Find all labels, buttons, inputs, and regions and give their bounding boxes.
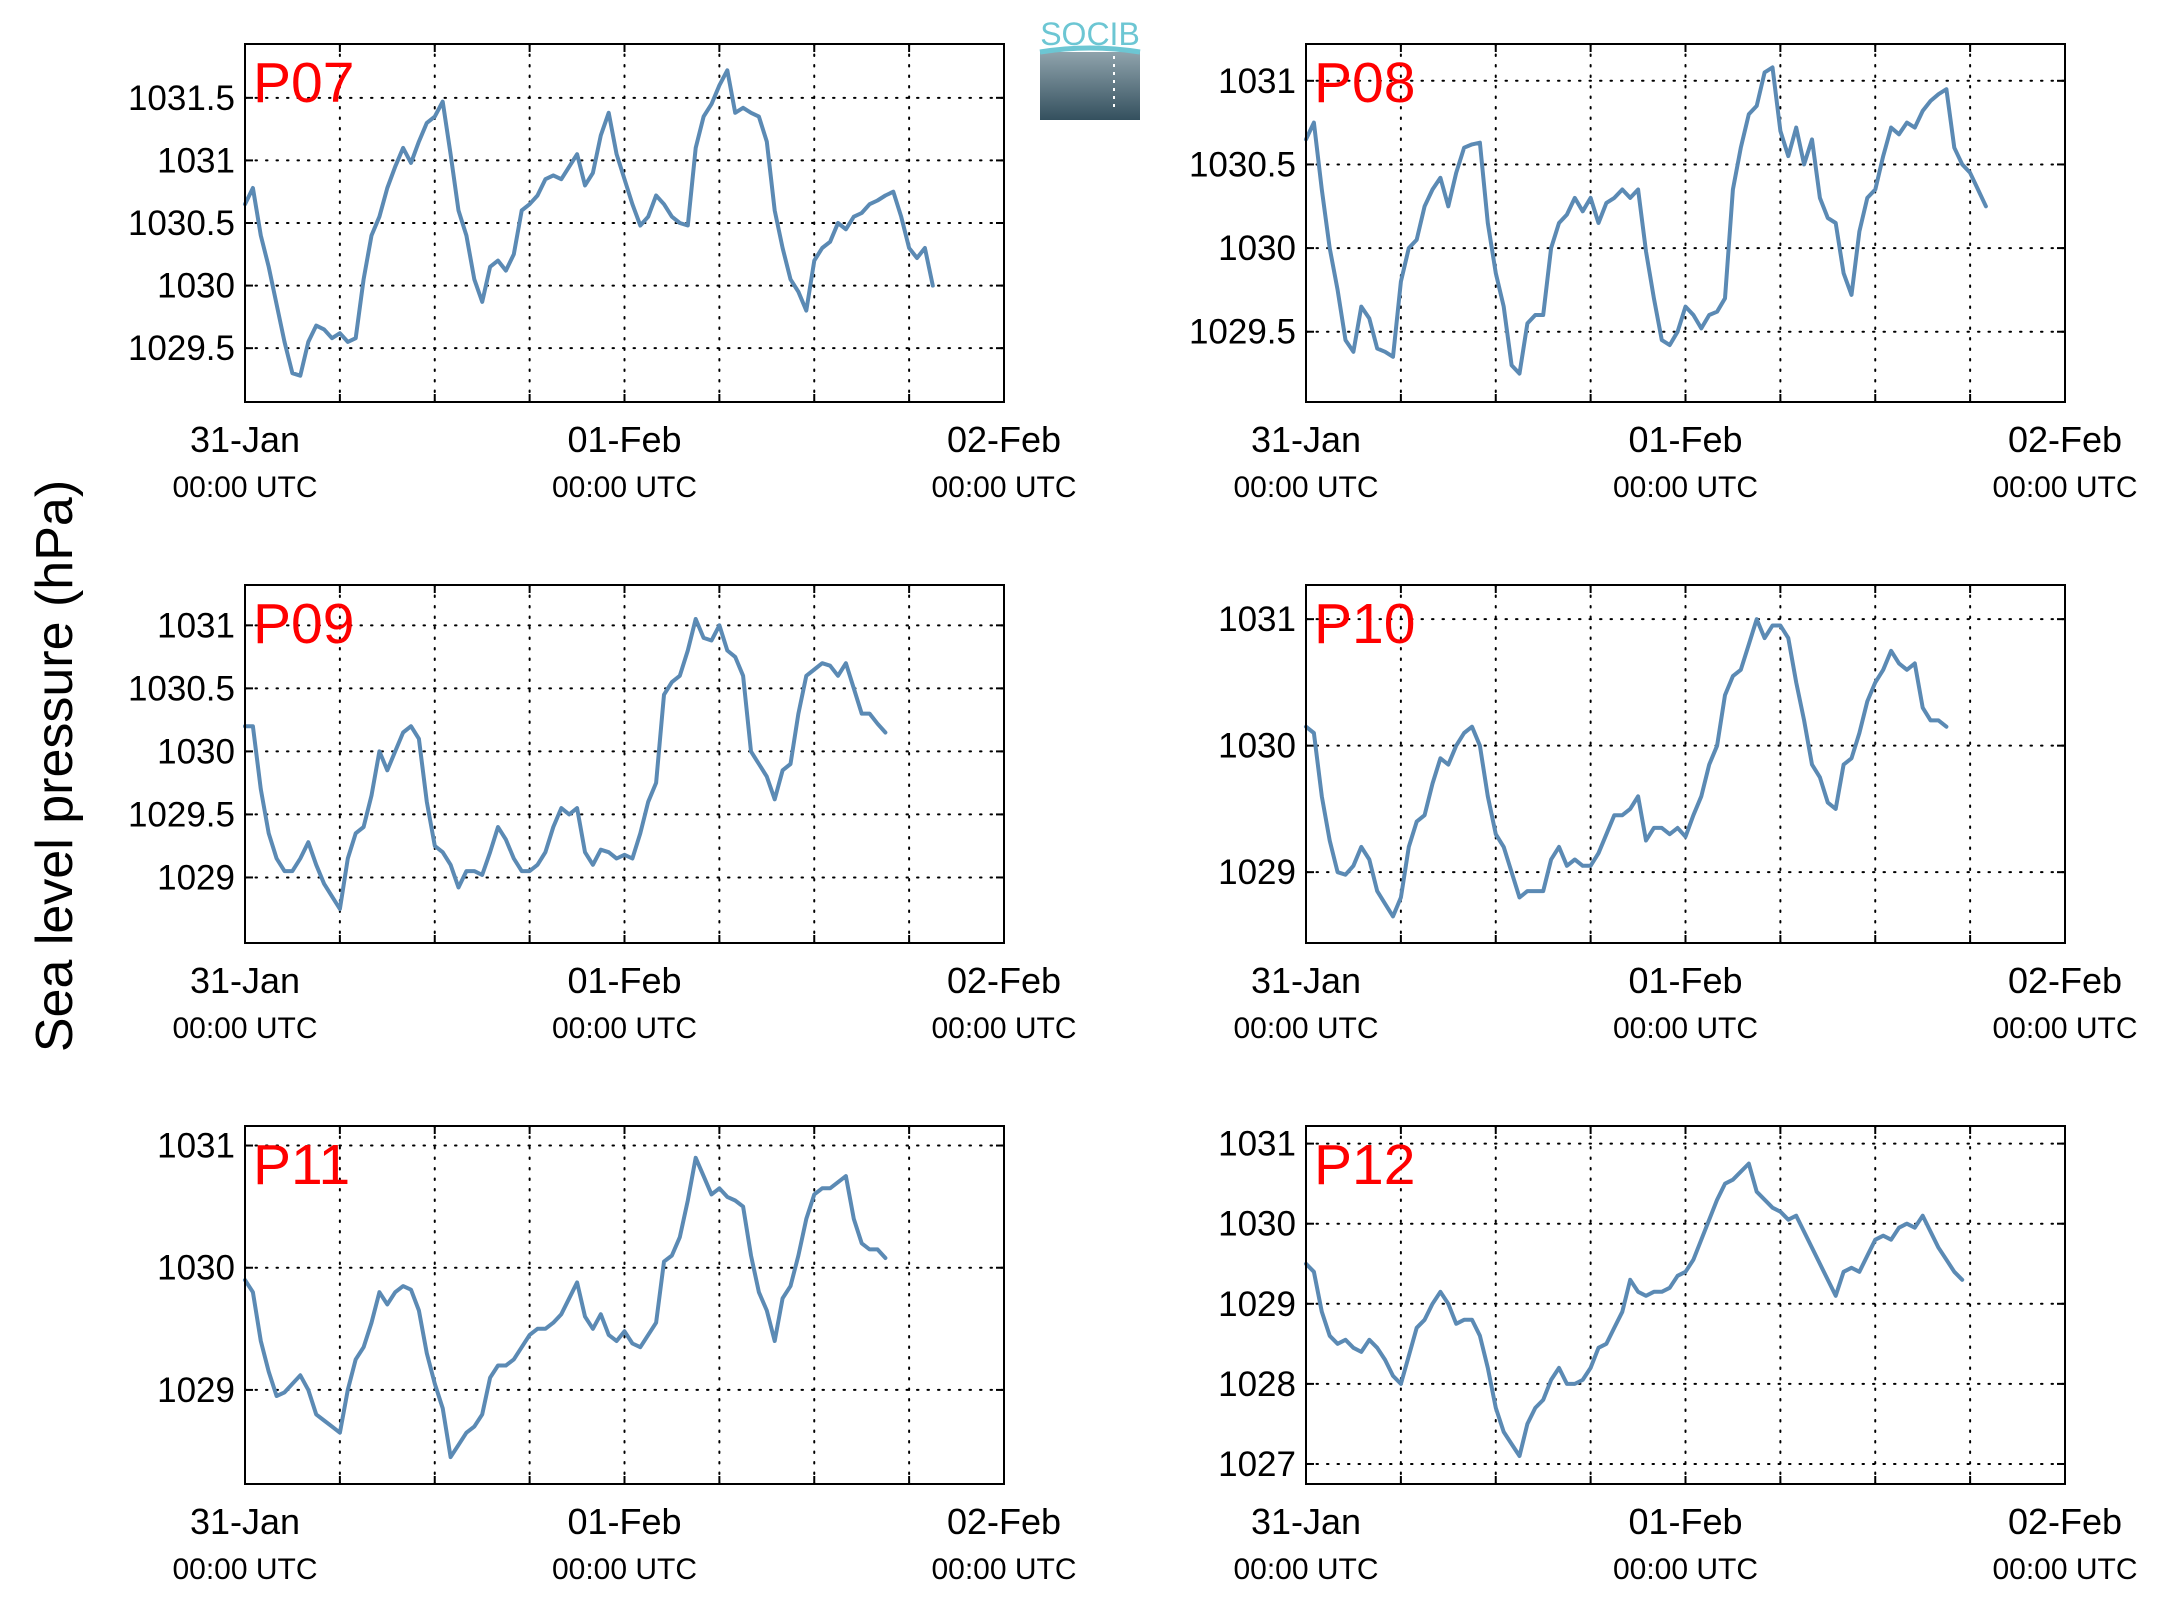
y-axis-label: Sea level pressure (hPa) [26, 480, 84, 1052]
y-tick-label: 1030 [1218, 1205, 1296, 1244]
x-tick-label-date: 31-Jan [190, 1501, 300, 1542]
panel-p08: 1029.5 1030 1030.5 1031 31-Jan 00:00 UTC 01-Fe… [1189, 43, 2138, 504]
x-tick-label-time: 00:00 UTC [1992, 471, 2137, 504]
y-tick-label: 1031 [157, 141, 235, 180]
x-tick-label-time: 00:00 UTC [931, 1553, 1076, 1586]
x-tick-label-date: 01-Feb [567, 419, 681, 460]
y-tick-label: 1031 [1218, 1125, 1296, 1164]
x-tick-label-time: 00:00 UTC [1233, 1553, 1378, 1586]
panel-title: P10 [1314, 592, 1415, 656]
panel-p07: 1029.5 1030 1030.5 1031 1031.5 31-Jan 00:00 UT… [128, 43, 1077, 504]
panel-title: P09 [253, 592, 354, 656]
y-tick-label: 1030 [1218, 229, 1296, 268]
logo-wave-icon [1039, 45, 1141, 55]
panel-p12: 1027 1028 1029 1030 1031 31-Jan 00:00 UTC 01-Fe… [1218, 1125, 2137, 1586]
y-tick-label: 1029.5 [128, 329, 235, 368]
y-tick-label: 1029 [1218, 1285, 1296, 1324]
x-tick-label-time: 00:00 UTC [552, 1012, 697, 1045]
x-tick-label-date: 31-Jan [1251, 419, 1361, 460]
x-tick-label-time: 00:00 UTC [1613, 1553, 1758, 1586]
panel-title: P08 [1314, 51, 1415, 115]
x-tick-label-date: 02-Feb [947, 960, 1061, 1001]
panel-title: P07 [253, 51, 354, 115]
x-tick-label-date: 01-Feb [567, 1501, 681, 1542]
x-tick-label-date: 31-Jan [190, 419, 300, 460]
x-tick-label-date: 01-Feb [1628, 419, 1742, 460]
x-tick-label-time: 00:00 UTC [172, 471, 317, 504]
y-tick-label: 1031 [1218, 600, 1296, 639]
y-tick-label: 1027 [1218, 1445, 1296, 1484]
series-line-p10 [1304, 617, 1949, 919]
series-line-p07 [243, 68, 935, 378]
x-tick-label-time: 00:00 UTC [172, 1012, 317, 1045]
x-tick-label-time: 00:00 UTC [1233, 471, 1378, 504]
axes-frame [1305, 43, 2066, 403]
y-tick-label: 1029.5 [128, 795, 235, 834]
x-tick-label-time: 00:00 UTC [1992, 1553, 2137, 1586]
panel-p10: 1029 1030 1031 31-Jan 00:00 UTC 01-Feb 00:00 U… [1218, 584, 2138, 1045]
panel-p09: 1029 1029.5 1030 1030.5 1031 31-Jan 00:00 UTC 0… [128, 584, 1077, 1045]
series-line-p09 [243, 617, 888, 911]
x-tick-label-time: 00:00 UTC [1613, 1012, 1758, 1045]
x-tick-label-date: 02-Feb [2008, 1501, 2122, 1542]
panel-p11: 1029 1030 1031 31-Jan 00:00 UTC 01-Feb 00:00 U… [157, 1125, 1077, 1586]
y-tick-label: 1030 [157, 732, 235, 771]
panel-title: P11 [253, 1133, 350, 1197]
x-tick-label-date: 01-Feb [1628, 1501, 1742, 1542]
x-tick-label-time: 00:00 UTC [931, 1012, 1076, 1045]
y-tick-label: 1031 [157, 1127, 235, 1166]
x-tick-label-date: 01-Feb [567, 960, 681, 1001]
y-tick-label: 1030.5 [128, 669, 235, 708]
axes-frame [244, 584, 1005, 944]
y-tick-label: 1028 [1218, 1365, 1296, 1404]
y-tick-label: 1030 [157, 1249, 235, 1288]
y-tick-label: 1031 [1218, 62, 1296, 101]
y-tick-label: 1029.5 [1189, 313, 1296, 352]
x-tick-label-time: 00:00 UTC [552, 471, 697, 504]
x-tick-label-time: 00:00 UTC [1613, 471, 1758, 504]
y-tick-label: 1031.5 [128, 79, 235, 118]
axes-frame [244, 1125, 1005, 1485]
x-tick-label-date: 31-Jan [1251, 1501, 1361, 1542]
x-tick-label-time: 00:00 UTC [552, 1553, 697, 1586]
socib-logo: SOCIB [1039, 16, 1141, 120]
x-tick-label-date: 02-Feb [2008, 419, 2122, 460]
x-tick-label-date: 02-Feb [947, 1501, 1061, 1542]
x-tick-label-date: 02-Feb [2008, 960, 2122, 1001]
y-tick-label: 1030 [157, 267, 235, 306]
x-tick-label-date: 31-Jan [1251, 960, 1361, 1001]
series-line-p11 [243, 1155, 888, 1460]
y-tick-label: 1029 [157, 1371, 235, 1410]
axes-frame [244, 43, 1005, 403]
series-line-p12 [1304, 1161, 1965, 1458]
y-tick-label: 1029 [1218, 853, 1296, 892]
y-tick-label: 1030.5 [128, 204, 235, 243]
series-line-p08 [1304, 65, 1988, 376]
x-tick-label-time: 00:00 UTC [172, 1553, 317, 1586]
panel-title: P12 [1314, 1133, 1415, 1197]
y-tick-label: 1031 [157, 606, 235, 645]
x-tick-label-date: 01-Feb [1628, 960, 1742, 1001]
panels: 1029.5 1030 1030.5 1031 1031.5 31-Jan 00:00 UT… [128, 43, 2138, 1586]
logo-gradient-block [1040, 52, 1140, 120]
axes-frame [1305, 584, 2066, 944]
x-tick-label-date: 31-Jan [190, 960, 300, 1001]
y-tick-label: 1029 [157, 858, 235, 897]
x-tick-label-time: 00:00 UTC [1992, 1012, 2137, 1045]
axes-frame [1305, 1125, 2066, 1485]
x-tick-label-time: 00:00 UTC [1233, 1012, 1378, 1045]
y-tick-label: 1030.5 [1189, 145, 1296, 184]
x-tick-label-date: 02-Feb [947, 419, 1061, 460]
x-tick-label-time: 00:00 UTC [931, 471, 1076, 504]
y-tick-label: 1030 [1218, 727, 1296, 766]
